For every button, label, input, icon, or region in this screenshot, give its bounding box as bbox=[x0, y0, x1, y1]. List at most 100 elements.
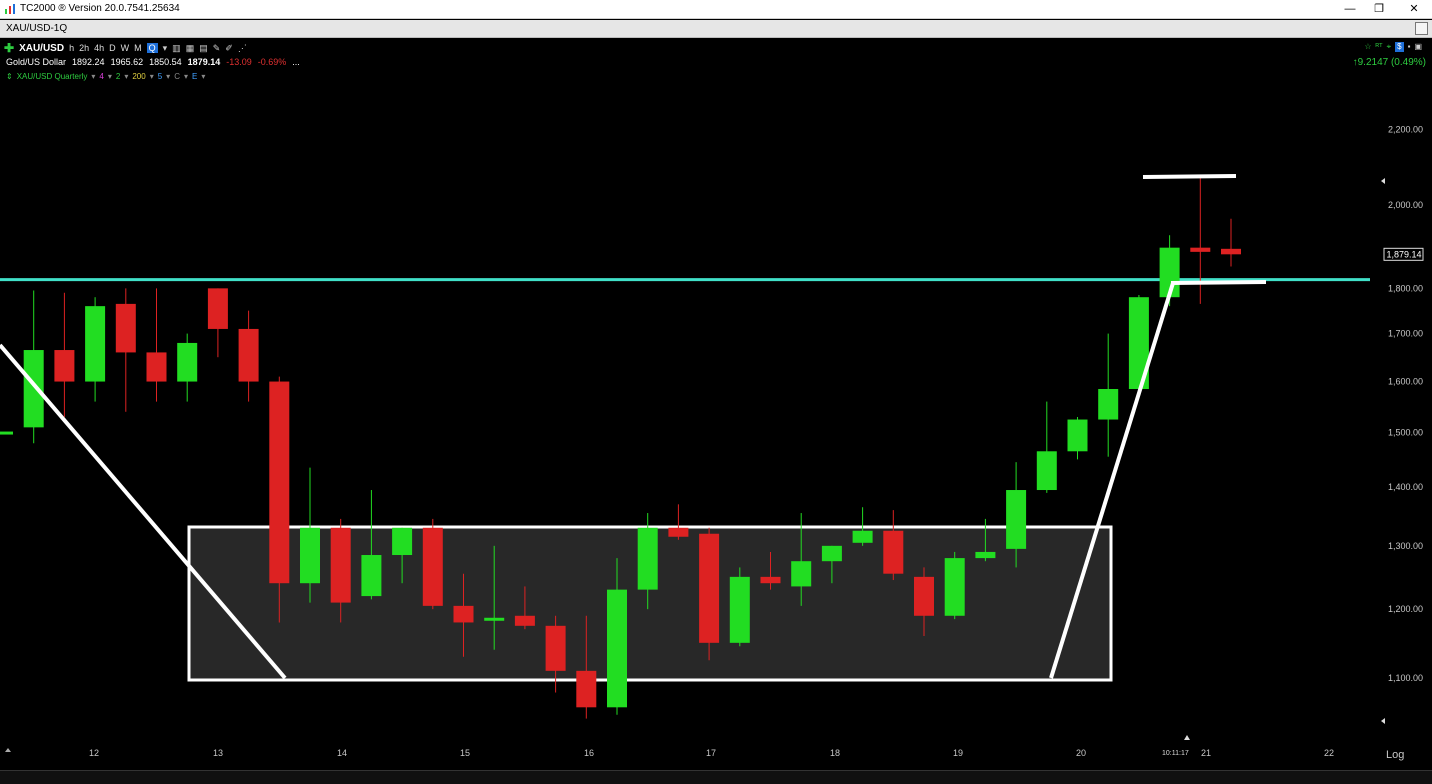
candle-body bbox=[1067, 419, 1088, 452]
right-toolbar: ☆ ᴿᵀ ⌖ $ ▪ ▣ bbox=[1364, 42, 1422, 52]
change-percent: -0.69% bbox=[257, 57, 287, 67]
timeframe-w[interactable]: W bbox=[120, 43, 130, 53]
indicator-value-2[interactable]: 2 bbox=[115, 72, 121, 81]
candle-body bbox=[944, 558, 965, 616]
document-restore-icon[interactable] bbox=[1415, 22, 1428, 35]
candle-body bbox=[545, 625, 566, 671]
instrument-name: Gold/US Dollar bbox=[6, 57, 67, 67]
x-tick-label: 18 bbox=[830, 748, 840, 758]
expand-icon[interactable]: ⇕ bbox=[6, 72, 13, 81]
high-value: 1965.62 bbox=[110, 57, 144, 67]
indicator-legend: ⇕ XAU/USD Quarterly ▾ 4 ▾ 2 ▾ 200 ▾ 5 ▾ … bbox=[6, 72, 205, 81]
minimize-button[interactable]: — bbox=[1344, 3, 1356, 15]
dropdown-icon[interactable]: ▾ bbox=[149, 72, 154, 81]
price-plot-label[interactable]: XAU/USD Quarterly bbox=[16, 72, 88, 81]
chart-area[interactable]: 2,200.00 2,000.00 1,800.00 1,700.00 1,600.00… bbox=[0, 38, 1432, 783]
candle-body bbox=[422, 527, 443, 606]
candle-body bbox=[146, 352, 167, 382]
open-value: 1892.24 bbox=[72, 57, 105, 67]
add-icon[interactable]: ▪ bbox=[1407, 42, 1411, 51]
daily-change: 9.2147 (0.49%) bbox=[1357, 57, 1426, 68]
candle-body bbox=[453, 605, 474, 623]
dropdown-icon[interactable]: ▾ bbox=[201, 72, 206, 81]
axis-marker-icon bbox=[1381, 718, 1385, 724]
right-change-status: ↑9.2147 (0.49%) bbox=[1353, 57, 1426, 68]
table-icon[interactable]: ▤ bbox=[199, 42, 208, 53]
log-scale-button[interactable]: Log bbox=[1386, 749, 1405, 761]
dropdown-icon[interactable]: ▾ bbox=[166, 72, 171, 81]
candle-body bbox=[1006, 490, 1027, 549]
axis-marker-icon bbox=[1184, 735, 1190, 740]
candle-body bbox=[821, 545, 842, 562]
share-icon[interactable]: ⋰ bbox=[237, 42, 247, 53]
last-price-label: 1,879.14 bbox=[1386, 249, 1421, 259]
timeframe-d[interactable]: D bbox=[109, 43, 116, 53]
change-value: -13.09 bbox=[226, 57, 252, 67]
candle-body bbox=[1036, 451, 1057, 491]
dropdown-icon[interactable]: ▾ bbox=[107, 72, 112, 81]
candle-body bbox=[54, 350, 75, 382]
candle-body bbox=[1190, 247, 1211, 252]
indicator-value-5[interactable]: C bbox=[174, 72, 180, 81]
restore-button[interactable]: ❐ bbox=[1374, 3, 1384, 15]
timeframe-4h[interactable]: 4h bbox=[94, 43, 105, 53]
candle-body bbox=[115, 303, 136, 353]
star-icon[interactable]: ☆ bbox=[1364, 42, 1372, 51]
candle-body bbox=[330, 527, 351, 603]
app-logo-icon bbox=[5, 4, 15, 14]
x-tick-label: 22 bbox=[1324, 748, 1334, 758]
indicator-value-1[interactable]: 4 bbox=[99, 72, 104, 81]
axis-marker-icon bbox=[5, 748, 11, 752]
dollar-icon[interactable]: $ bbox=[1395, 42, 1404, 52]
indicator-value-3[interactable]: 200 bbox=[132, 72, 146, 81]
indicator-value-6[interactable]: E bbox=[191, 72, 198, 81]
candle-body bbox=[484, 617, 505, 621]
dropdown-icon[interactable]: ▾ bbox=[183, 72, 188, 81]
price-chart[interactable]: 2,200.00 2,000.00 1,800.00 1,700.00 1,600.00… bbox=[0, 38, 1432, 783]
chart-type-icon[interactable]: ▥ bbox=[172, 42, 181, 53]
candle-body bbox=[729, 576, 750, 643]
candle-body bbox=[238, 328, 259, 382]
time-label: 10:11:17 bbox=[1162, 750, 1189, 757]
timeframe-h[interactable]: h bbox=[69, 43, 75, 53]
candle-body bbox=[23, 350, 44, 428]
candle-body bbox=[177, 342, 198, 382]
dropdown-icon[interactable]: ▾ bbox=[162, 42, 168, 53]
dropdown-icon[interactable]: ▾ bbox=[124, 72, 129, 81]
candle-body bbox=[207, 288, 228, 329]
indicator-value-4[interactable]: 5 bbox=[157, 72, 163, 81]
annotation-icon[interactable]: ✐ bbox=[225, 42, 233, 53]
annotation-line-right bbox=[1049, 282, 1175, 679]
timeframe-m[interactable]: M bbox=[134, 43, 142, 53]
candle-body bbox=[0, 431, 13, 435]
candle-body bbox=[1128, 297, 1149, 390]
last-value: 1879.14 bbox=[187, 57, 221, 67]
candle-body bbox=[514, 615, 535, 626]
candle-body bbox=[607, 589, 627, 708]
timeframe-2h[interactable]: 2h bbox=[79, 43, 90, 53]
y-tick-label: 1,100.00 bbox=[1388, 673, 1423, 683]
document-title[interactable]: XAU/USD-1Q bbox=[6, 23, 68, 34]
annotation-line-left bbox=[0, 343, 287, 680]
y-tick-label: 1,700.00 bbox=[1388, 329, 1423, 339]
grid-icon[interactable]: ▦ bbox=[185, 42, 195, 53]
y-tick-label: 1,600.00 bbox=[1388, 377, 1423, 387]
more-button[interactable]: ... bbox=[292, 57, 300, 67]
symbol-label[interactable]: XAU/USD bbox=[19, 42, 65, 54]
candle-body bbox=[883, 530, 904, 574]
candle-body bbox=[300, 527, 320, 584]
close-button[interactable]: ✕ bbox=[1409, 3, 1419, 15]
draw-pencil-icon[interactable]: ✎ bbox=[212, 42, 221, 53]
candle-body bbox=[699, 533, 720, 643]
candle-body bbox=[361, 555, 382, 597]
axis-marker-icon bbox=[1381, 178, 1385, 184]
dropdown-icon[interactable]: ▾ bbox=[91, 72, 96, 81]
add-symbol-icon[interactable]: ✚ bbox=[4, 41, 15, 55]
x-tick-label: 19 bbox=[953, 748, 963, 758]
document-tab-bar: XAU/USD-1Q bbox=[0, 20, 1432, 38]
layout-icon[interactable]: ▣ bbox=[1414, 42, 1422, 51]
timeframe-q[interactable]: Q bbox=[146, 43, 158, 53]
annotation-target-line bbox=[1142, 174, 1237, 179]
alert-icon[interactable]: ⌖ bbox=[1386, 42, 1392, 51]
realtime-icon[interactable]: ᴿᵀ bbox=[1375, 42, 1383, 51]
